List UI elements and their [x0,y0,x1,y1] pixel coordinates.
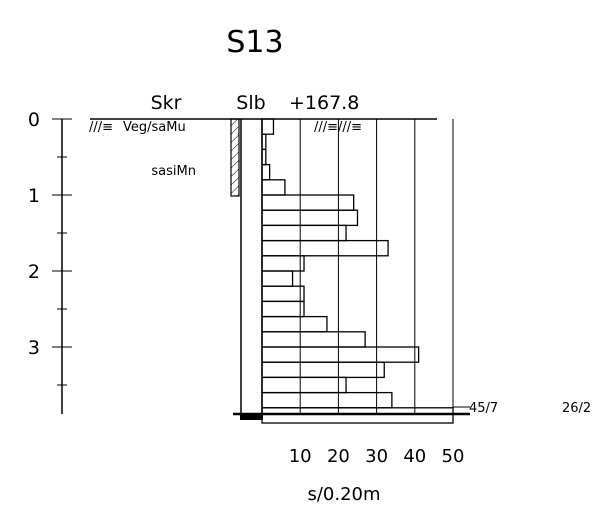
bar [261,300,305,318]
bar [261,224,347,242]
bar [261,361,385,379]
depth-labels: 0 1 2 3 [28,109,40,359]
x-tick-label: 10 [289,446,312,467]
method-column-header: Slb [236,92,265,114]
depth-label: 3 [28,337,40,359]
sample-column [230,118,240,197]
bar [261,239,389,257]
bar [261,179,286,196]
depth-label: 1 [28,185,40,207]
bar [261,133,267,151]
bar [261,285,305,303]
penetration-bars [261,118,454,424]
x-tick-label: 30 [365,446,388,467]
depth-axis: 0 1 2 3 [28,109,72,414]
soil-layer-label-2: sasiMn [151,164,196,179]
soil-column-header: Skr [151,92,182,114]
depth-label: 2 [28,261,40,283]
bar [261,163,271,181]
soil-layer-label-1: Veg/saMu [123,120,186,135]
bar [261,315,328,333]
bar [261,407,454,424]
end-note-near: 45/7 [469,401,498,416]
bar [261,331,366,348]
probe-rod [240,119,263,420]
bar [261,346,420,363]
x-tick-label: 40 [403,446,426,467]
x-tick-label: 50 [442,446,465,467]
bar [261,118,275,135]
x-tick-labels: 10 20 30 40 50 [289,446,465,467]
end-note-far: 26/2 [562,401,591,416]
x-tick-label: 20 [327,446,350,467]
bar [261,148,267,166]
bar [261,270,294,287]
soil-symbol-1: ///≡ [89,120,113,135]
bar [261,376,347,394]
bar [261,391,393,409]
chart-title: S13 [226,25,283,60]
probe-tip [240,413,263,420]
bar [261,255,305,272]
bar [261,194,355,211]
x-axis-unit: s/0.20m [307,484,380,505]
depth-ticks [52,118,72,386]
chart-gridlines [299,119,454,414]
depth-label: 0 [28,109,40,131]
bar [261,209,359,227]
elevation-label: +167.8 [289,92,359,114]
